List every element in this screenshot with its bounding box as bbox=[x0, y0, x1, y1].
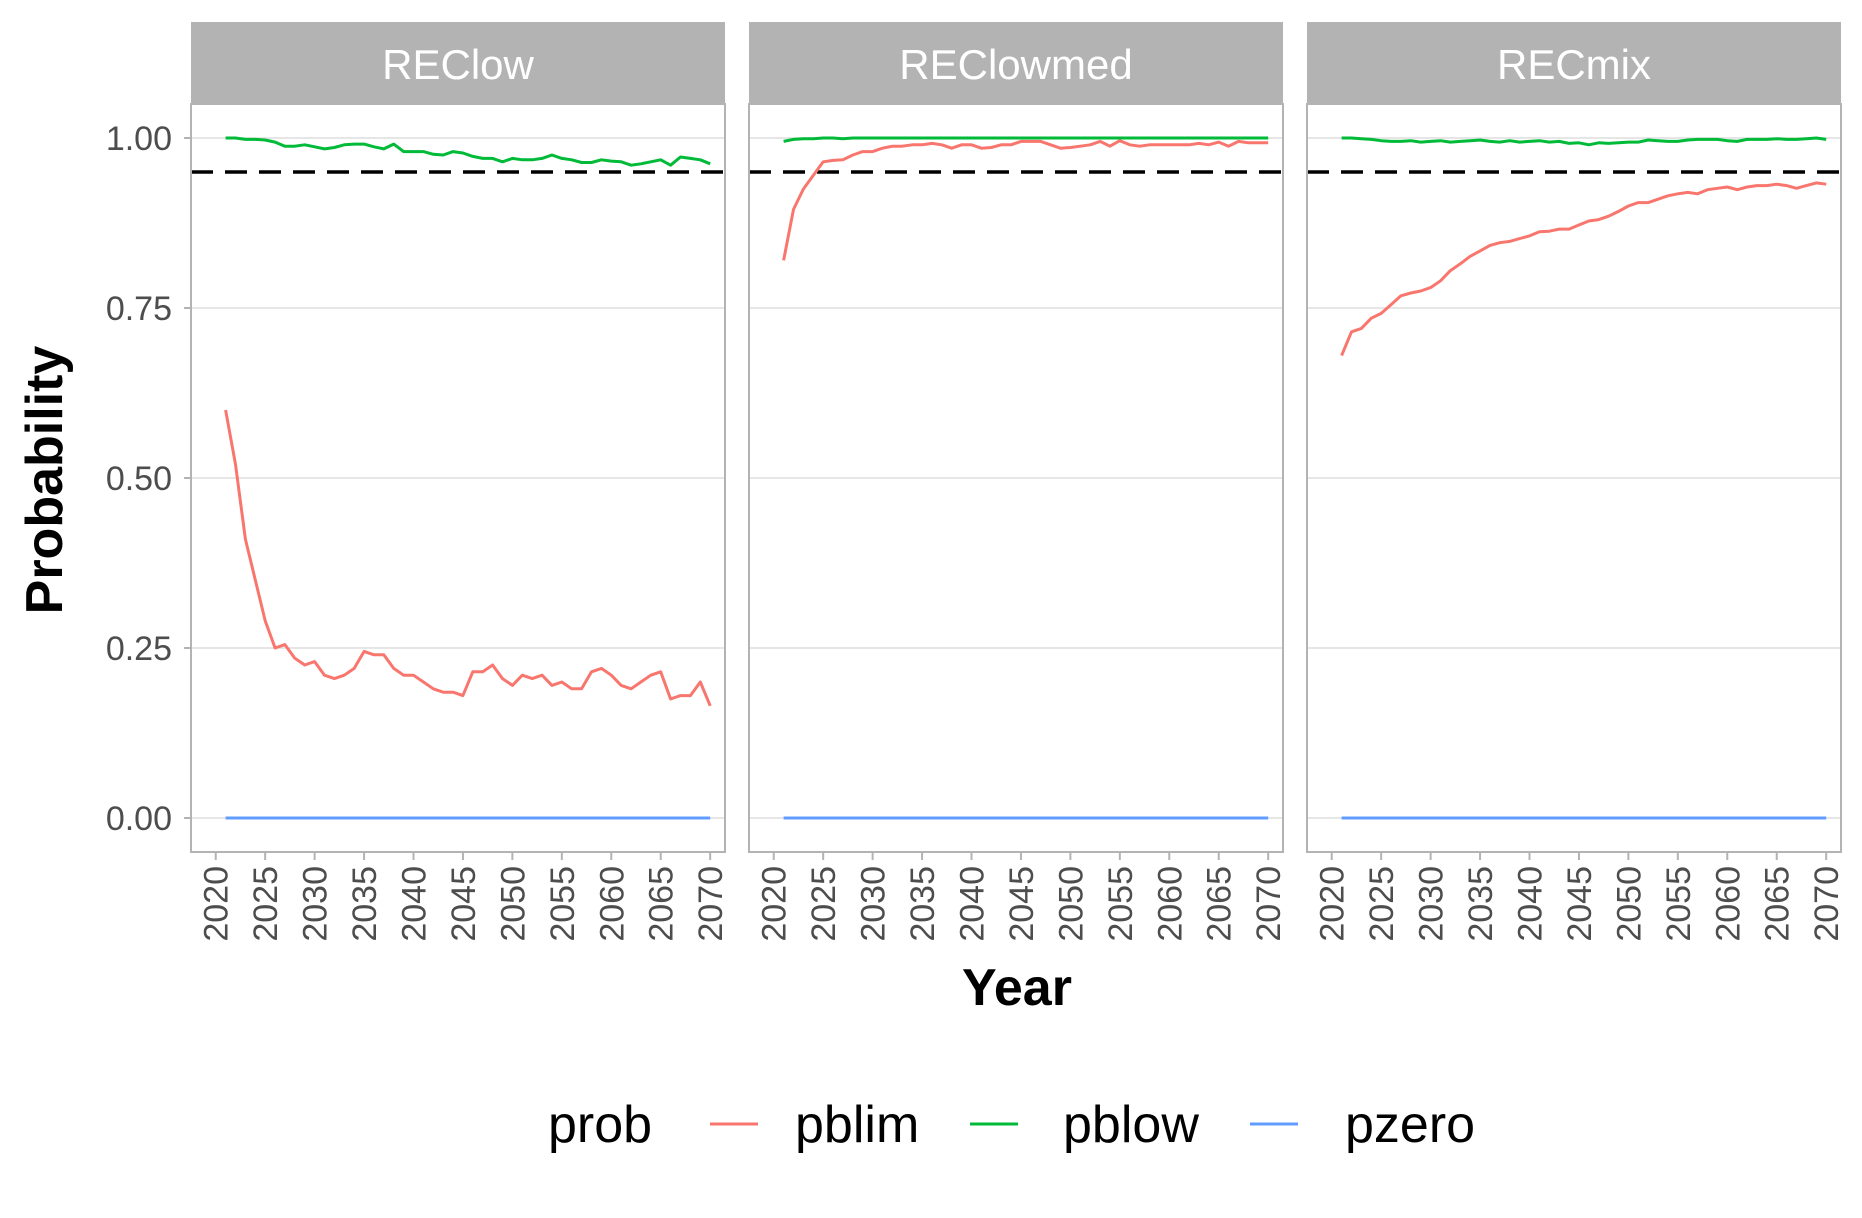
y-tick-label: 0.00 bbox=[106, 800, 172, 838]
x-tick-label: 2070 bbox=[692, 866, 730, 942]
x-tick-label: 2045 bbox=[445, 866, 483, 942]
facet-title: RECmix bbox=[1497, 41, 1651, 88]
y-tick-label: 1.00 bbox=[106, 120, 172, 158]
legend-label-pzero: pzero bbox=[1345, 1096, 1475, 1154]
x-tick-label: 2050 bbox=[1052, 866, 1090, 942]
x-tick-label: 2040 bbox=[954, 866, 992, 942]
facet-panel-reclow: REClow bbox=[190, 22, 726, 853]
series-line-pblow bbox=[783, 136, 1269, 143]
y-tick-label: 0.50 bbox=[106, 460, 172, 498]
x-tick-label: 2045 bbox=[1003, 866, 1041, 942]
x-tick-label: 2045 bbox=[1561, 866, 1599, 942]
x-tick-label: 2035 bbox=[904, 866, 942, 942]
facet-strip bbox=[191, 22, 725, 104]
y-axis-title: Probability bbox=[16, 346, 74, 615]
facet-title: REClow bbox=[382, 41, 534, 88]
x-axis-reclowmed: 2020 2025 2030 2035 2040 2045 2050 2055 2060 2065… bbox=[756, 852, 1288, 942]
facet-panels: REClow REClowmed RECmix bbox=[190, 22, 1842, 853]
series-line-pblim bbox=[1340, 181, 1827, 357]
facet-panel-recmix: RECmix bbox=[1306, 22, 1842, 853]
x-tick-label: 2040 bbox=[396, 866, 434, 942]
legend-label-pblow: pblow bbox=[1063, 1096, 1199, 1154]
x-tick-label: 2030 bbox=[297, 866, 335, 942]
x-axis-recmix: 2020 2025 2030 2035 2040 2045 2050 2055 2060 2065… bbox=[1314, 852, 1846, 942]
x-tick-label: 2035 bbox=[346, 866, 384, 942]
x-tick-label: 2060 bbox=[1709, 866, 1747, 942]
facet-strip bbox=[1307, 22, 1841, 104]
legend: prob pblim pblow pzero bbox=[548, 1096, 1475, 1154]
x-axis-reclow: 2020 2025 2030 2035 2040 2045 2050 2055 2060 2065… bbox=[198, 852, 730, 942]
x-tick-label: 2050 bbox=[1610, 866, 1648, 942]
x-tick-label: 2055 bbox=[544, 866, 582, 942]
x-tick-label: 2030 bbox=[855, 866, 893, 942]
x-axis-title: Year bbox=[962, 959, 1072, 1017]
x-tick-label: 2065 bbox=[643, 866, 681, 942]
y-axis: 0.00 0.25 0.50 0.75 1.00 bbox=[106, 120, 191, 838]
legend-label-pblim: pblim bbox=[795, 1096, 919, 1154]
facet-title: REClowmed bbox=[899, 41, 1132, 88]
y-tick-label: 0.25 bbox=[106, 630, 172, 668]
legend-title: prob bbox=[548, 1096, 652, 1154]
x-tick-label: 2025 bbox=[247, 866, 285, 942]
x-tick-label: 2030 bbox=[1413, 866, 1451, 942]
x-tick-label: 2025 bbox=[1363, 866, 1401, 942]
series-line-pblow bbox=[225, 136, 711, 167]
legend-entry-pblow: pblow bbox=[970, 1096, 1199, 1154]
x-tick-label: 2060 bbox=[1151, 866, 1189, 942]
x-tick-label: 2070 bbox=[1250, 866, 1288, 942]
facet-strip bbox=[749, 22, 1283, 104]
x-tick-label: 2020 bbox=[198, 866, 236, 942]
x-tick-label: 2035 bbox=[1462, 866, 1500, 942]
x-tick-label: 2055 bbox=[1660, 866, 1698, 942]
series-line-pblow bbox=[1341, 136, 1827, 147]
legend-entry-pzero: pzero bbox=[1250, 1096, 1475, 1154]
x-tick-label: 2050 bbox=[494, 866, 532, 942]
x-tick-label: 2025 bbox=[805, 866, 843, 942]
panel-border bbox=[748, 103, 1284, 853]
x-tick-label: 2055 bbox=[1102, 866, 1140, 942]
x-axes: 2020 2025 2030 2035 2040 2045 2050 2055 2060 2065… bbox=[198, 852, 1846, 942]
x-tick-label: 2070 bbox=[1808, 866, 1846, 942]
x-tick-label: 2065 bbox=[1201, 866, 1239, 942]
x-tick-label: 2060 bbox=[593, 866, 631, 942]
facet-panel-reclowmed: REClowmed bbox=[748, 22, 1284, 853]
series-line-pblim bbox=[782, 139, 1269, 261]
x-tick-label: 2020 bbox=[756, 866, 794, 942]
x-tick-label: 2020 bbox=[1314, 866, 1352, 942]
series-line-pblim bbox=[224, 409, 712, 707]
y-tick-label: 0.75 bbox=[106, 290, 172, 328]
x-tick-label: 2065 bbox=[1759, 866, 1797, 942]
legend-entry-pblim: pblim bbox=[710, 1096, 919, 1154]
panel-border bbox=[1306, 103, 1842, 853]
x-tick-label: 2040 bbox=[1512, 866, 1550, 942]
